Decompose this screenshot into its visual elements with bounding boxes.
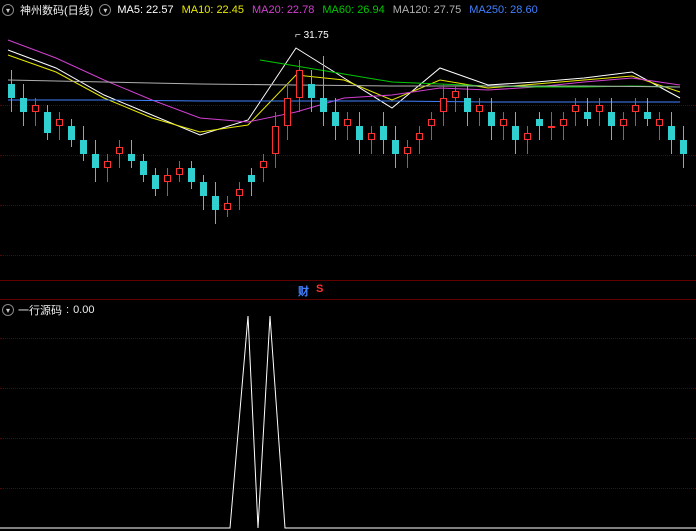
chart-header: ▾ 神州数码(日线) ▾ MA5: 22.57MA10: 22.45MA20: … [2,2,546,18]
chevron-down-icon-2[interactable]: ▾ [99,4,111,16]
ma-labels: MA5: 22.57MA10: 22.45MA20: 22.78MA60: 26… [117,4,545,16]
sub-indicator-line [0,300,696,531]
panel-separator [0,280,696,281]
chevron-down-icon[interactable]: ▾ [2,4,14,16]
main-candlestick-chart[interactable]: ⌐ 31.75 [0,0,696,280]
event-marker-row: 财S [0,283,696,299]
ma-lines-overlay [0,0,696,280]
sub-indicator-chart[interactable] [0,300,696,531]
price-annotation: ⌐ 31.75 [295,30,329,41]
stock-name: 神州数码(日线) [20,2,93,18]
